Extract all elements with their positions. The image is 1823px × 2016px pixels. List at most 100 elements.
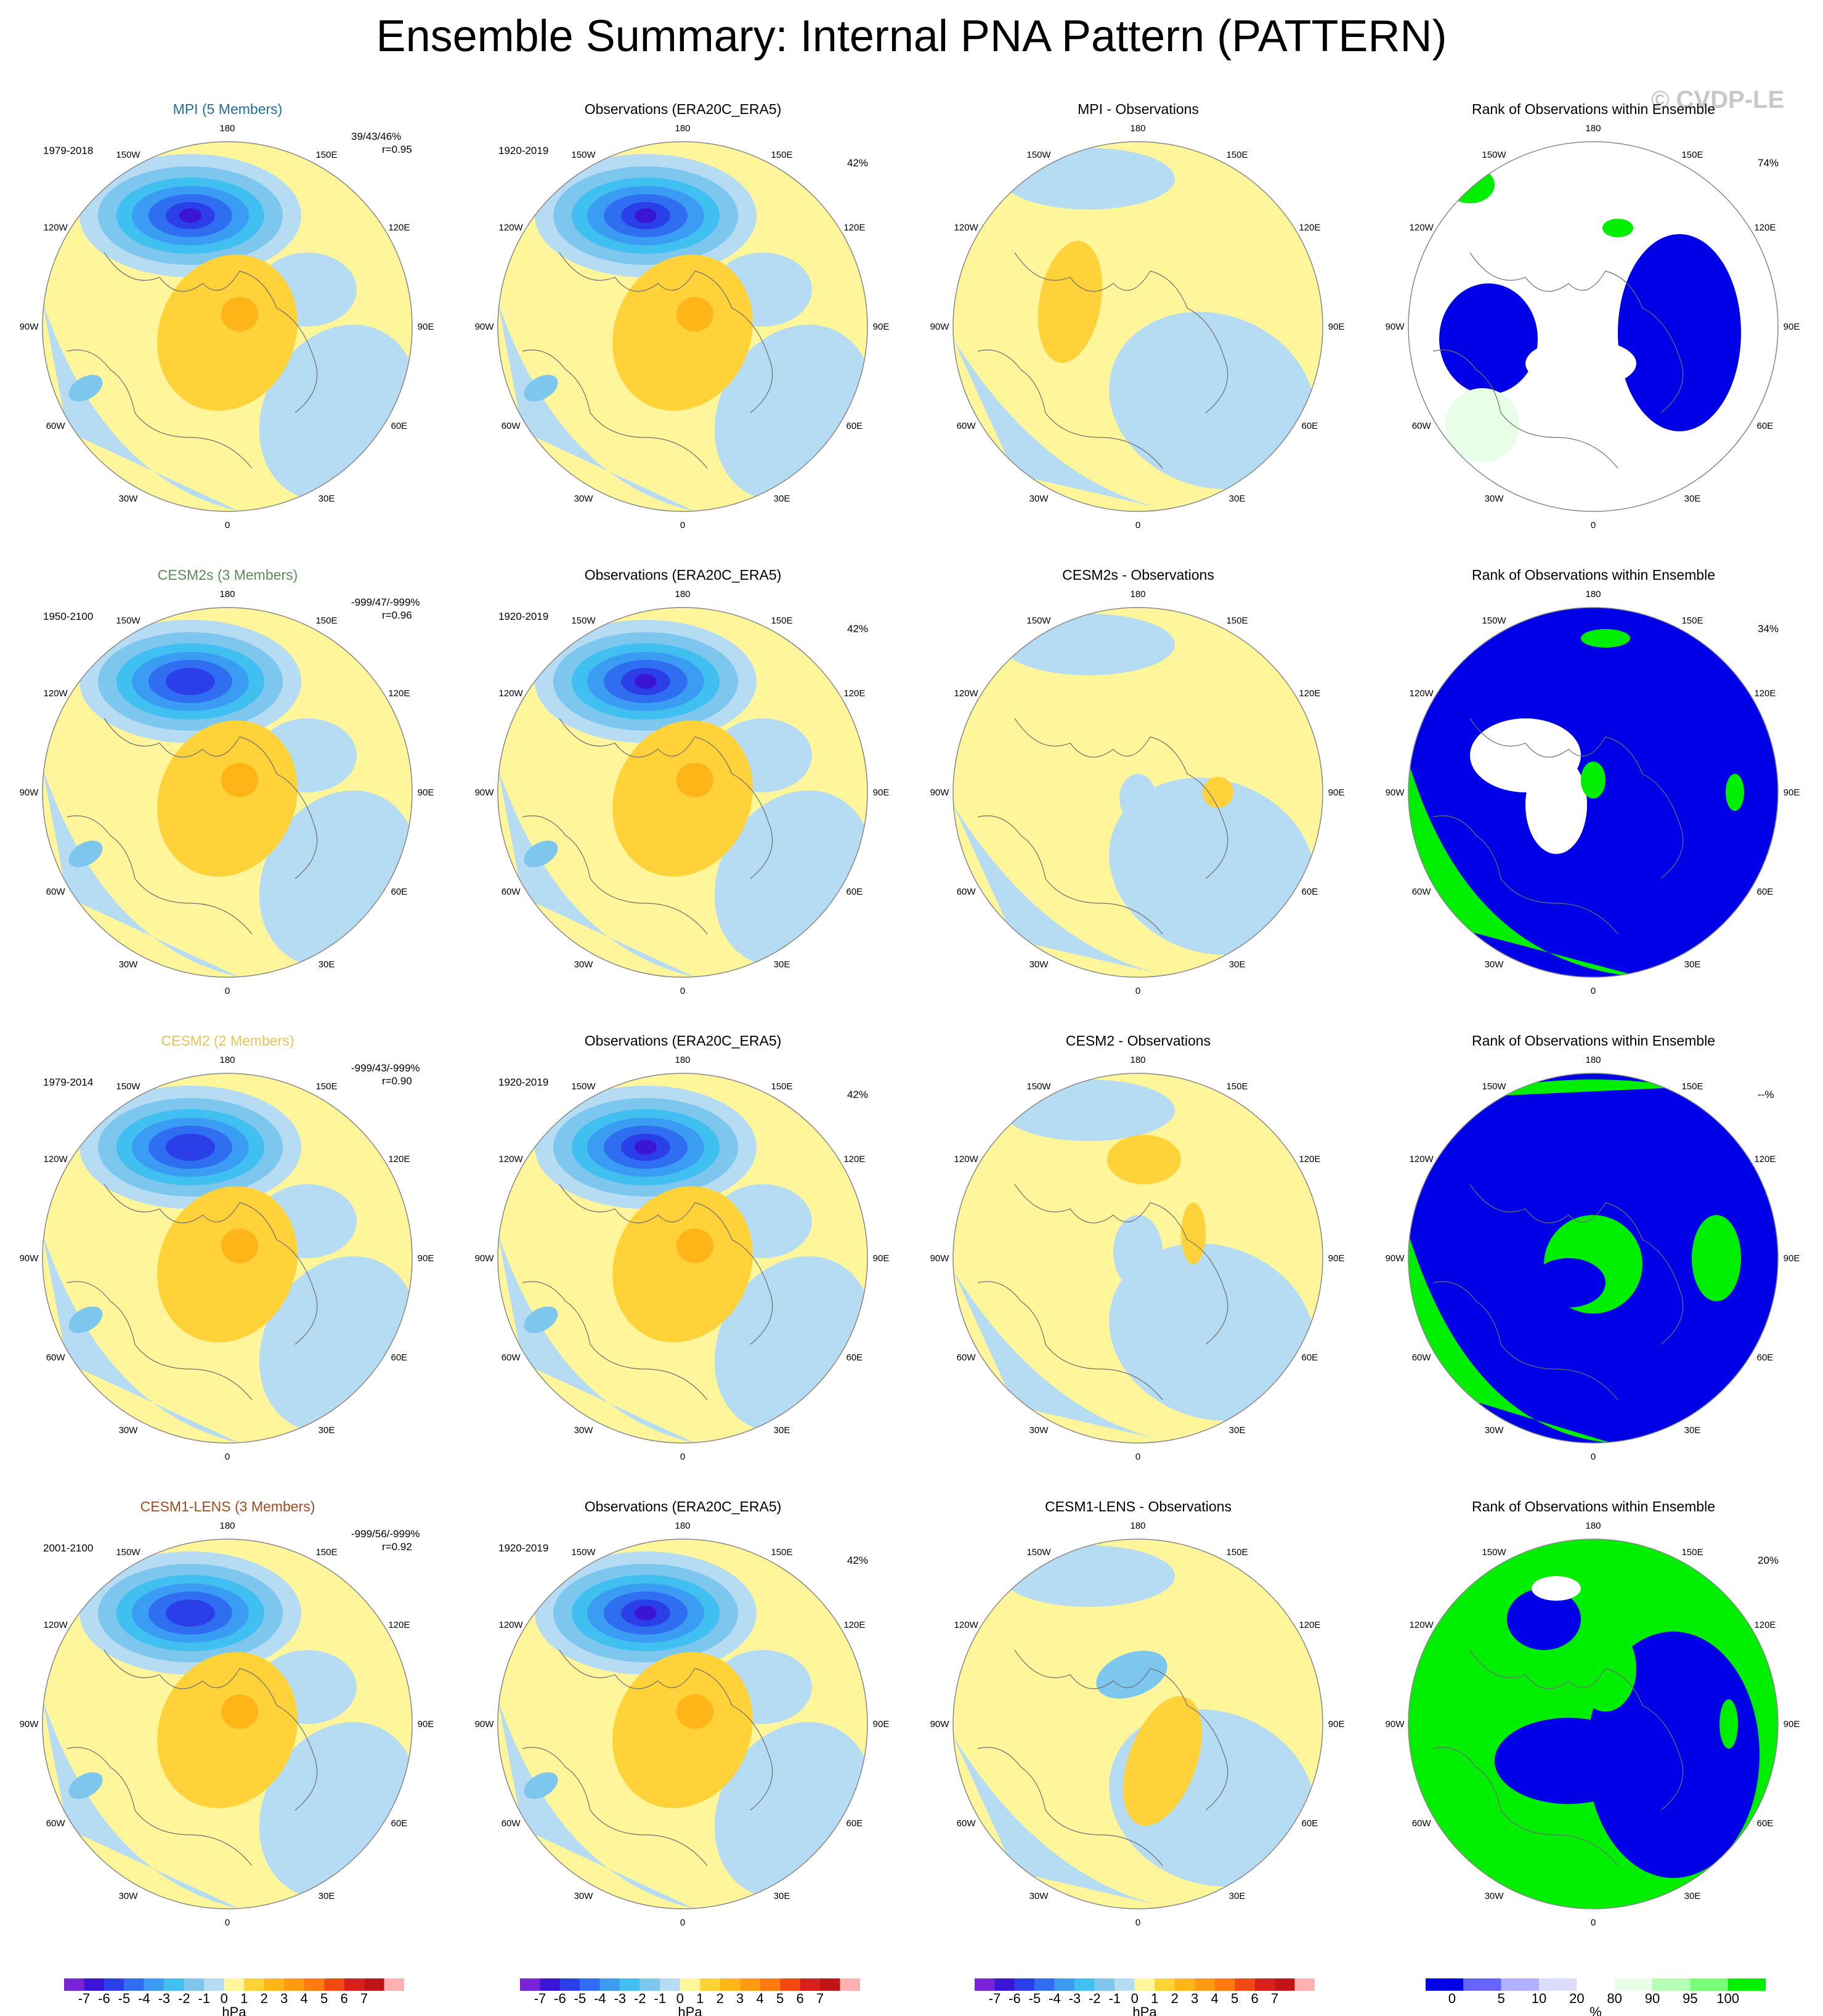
coastline: [522, 1747, 708, 1866]
lon-label: 90E: [873, 1253, 890, 1264]
colorbar-swatch: [1054, 1978, 1075, 1991]
colorbar-tick: 3: [280, 1991, 288, 2006]
colorbar-tick: 10: [1532, 1991, 1546, 2006]
colorbar-tick: 90: [1645, 1991, 1660, 2006]
lon-label: 150W: [116, 150, 140, 160]
lon-label: 60E: [1302, 1818, 1318, 1829]
lon-label: 120W: [44, 1620, 68, 1630]
lon-label: 90W: [20, 322, 39, 332]
lon-label: 90W: [475, 787, 495, 798]
lon-label: 30W: [119, 494, 139, 504]
lon-label: 150E: [771, 1081, 792, 1092]
lon-label: 90E: [1784, 787, 1800, 798]
lon-label: 120E: [843, 1620, 865, 1630]
lon-label: 150E: [1226, 1547, 1248, 1558]
colorbar-swatch: [224, 1978, 245, 1991]
lon-label: 120E: [1754, 222, 1776, 233]
colorbar-tick: 1: [696, 1991, 704, 2006]
panel-title: Rank of Observations within Ensemble: [1471, 567, 1716, 583]
lon-label: 30W: [1485, 1891, 1504, 1901]
colorbar-swatch: [284, 1978, 304, 1991]
colorbar-swatch: [840, 1978, 860, 1991]
lon-label: 0: [680, 986, 685, 996]
coastline: [1469, 1184, 1684, 1345]
polar-map-diff: 180 150W 150E 120W 120E 90W 90E 60W 60E 30W 30E 0: [930, 589, 1345, 996]
lon-label: 90W: [20, 787, 39, 798]
lon-label: 180: [1130, 589, 1145, 600]
lon-label: 120W: [1410, 222, 1434, 233]
lon-label: 180: [219, 1055, 235, 1065]
pattern-correlation: r=0.95: [382, 144, 412, 155]
colorbar-rank: 0 5 10 20 80 90 95 100%: [1423, 1978, 1768, 2016]
polar-map-obs: 180 150W 150E 120W 120E 90W 90E 60W 60E 30W 30E 0: [475, 123, 890, 530]
lon-label: 150W: [1026, 1547, 1051, 1558]
polar-map-obs: 180 150W 150E 120W 120E 90W 90E 60W 60E 30W 30E 0: [475, 1055, 890, 1462]
lon-label: 120W: [1410, 688, 1434, 699]
map-border: [1408, 141, 1779, 512]
panel-title: CESM1-LENS - Observations: [1045, 1498, 1232, 1514]
coastline: [1432, 1281, 1618, 1400]
colorbar-tick: 2: [717, 1991, 724, 2006]
percent-variance-stats: -999/47/-999%: [351, 596, 420, 608]
colorbar-swatch: [324, 1978, 344, 1991]
panel-rank-row3: Rank of Observations within Ensemble --% 1…: [1366, 1018, 1821, 1484]
lon-label: 60E: [1302, 421, 1318, 431]
panel-model-row3: CESM2 (2 Members) 1979-2014 -999/43/-999% r…: [0, 1018, 455, 1484]
percent-label: 42%: [847, 1089, 869, 1100]
lon-label: 180: [1130, 1521, 1145, 1531]
lon-label: 90E: [1328, 1719, 1345, 1729]
colorbar-swatch: [104, 1978, 124, 1991]
lon-label: 90W: [475, 1253, 495, 1264]
panel-title: CESM2 (2 Members): [161, 1033, 294, 1049]
colorbar-swatch: [680, 1978, 700, 1991]
colorbar-swatch: [599, 1978, 620, 1991]
colorbar-tick: -6: [98, 1991, 110, 2006]
lon-label: 120E: [1299, 222, 1320, 233]
lon-label: 60E: [847, 421, 863, 431]
lon-label: 120W: [954, 1620, 979, 1630]
colorbar-swatch: [1115, 1978, 1135, 1991]
colorbar-swatch: [184, 1978, 205, 1991]
colorbar-tick: 7: [1271, 1991, 1278, 2006]
coastline: [104, 1184, 318, 1345]
polar-map-model: 180 150W 150E 120W 120E 90W 90E 60W 60E 30W 30E 0: [20, 1521, 434, 1928]
lon-label: 90W: [20, 1719, 39, 1729]
lon-label: 120W: [44, 222, 68, 233]
panel-diff-row2: CESM2s - Observations 180 150W 150E 120W 120E…: [911, 552, 1366, 1018]
panel-rank-row4: Rank of Observations within Ensemble 20% 1…: [1366, 1484, 1821, 1949]
colorbar-swatch: [304, 1978, 325, 1991]
panel-diff-row3: CESM2 - Observations 180 150W 150E 120W 120E 9…: [911, 1018, 1366, 1484]
lon-label: 30W: [119, 1891, 139, 1901]
colorbar-svg: -7 -6 -5 -4 -3 -2 -1 0 1 2 3 4 5 6 7 hPa: [64, 1978, 404, 2016]
lon-label: 30W: [574, 1891, 594, 1901]
lon-label: 120E: [388, 688, 410, 699]
lon-label: 150W: [1026, 1081, 1051, 1092]
colorbar-swatch: [700, 1978, 720, 1991]
lon-label: 150W: [571, 150, 596, 160]
lon-label: 120W: [499, 1154, 524, 1164]
lon-label: 30W: [574, 1425, 594, 1436]
colorbar-tick: -1: [1109, 1991, 1121, 2006]
lon-label: 120W: [499, 688, 524, 699]
colorbar-tick: 6: [796, 1991, 803, 2006]
colorbar-hpa-1: -7 -6 -5 -4 -3 -2 -1 0 1 2 3 4 5 6 7 hPa: [62, 1978, 407, 2016]
lon-label: 60W: [957, 421, 976, 431]
lon-label: 150W: [571, 1547, 596, 1558]
lon-label: 180: [675, 1521, 690, 1531]
coastline: [67, 349, 253, 469]
lon-label: 60W: [501, 887, 521, 897]
lon-label: 30E: [319, 1891, 335, 1901]
colorbar-tick: 5: [320, 1991, 328, 2006]
lon-label: 150E: [315, 150, 337, 160]
lon-label: 90W: [1386, 787, 1405, 798]
lon-label: 30E: [1684, 494, 1701, 504]
colorbar-svg: 0 5 10 20 80 90 95 100%: [1426, 1978, 1766, 2016]
lon-label: 120E: [1299, 1154, 1320, 1164]
lon-label: 60W: [1412, 1352, 1432, 1363]
lon-label: 120E: [388, 1154, 410, 1164]
map-border: [952, 607, 1323, 978]
lon-label: 60E: [847, 887, 863, 897]
colorbar-swatch: [1614, 1978, 1652, 1991]
map-border: [1408, 1538, 1779, 1909]
colorbar-tick: 5: [1498, 1991, 1505, 2006]
